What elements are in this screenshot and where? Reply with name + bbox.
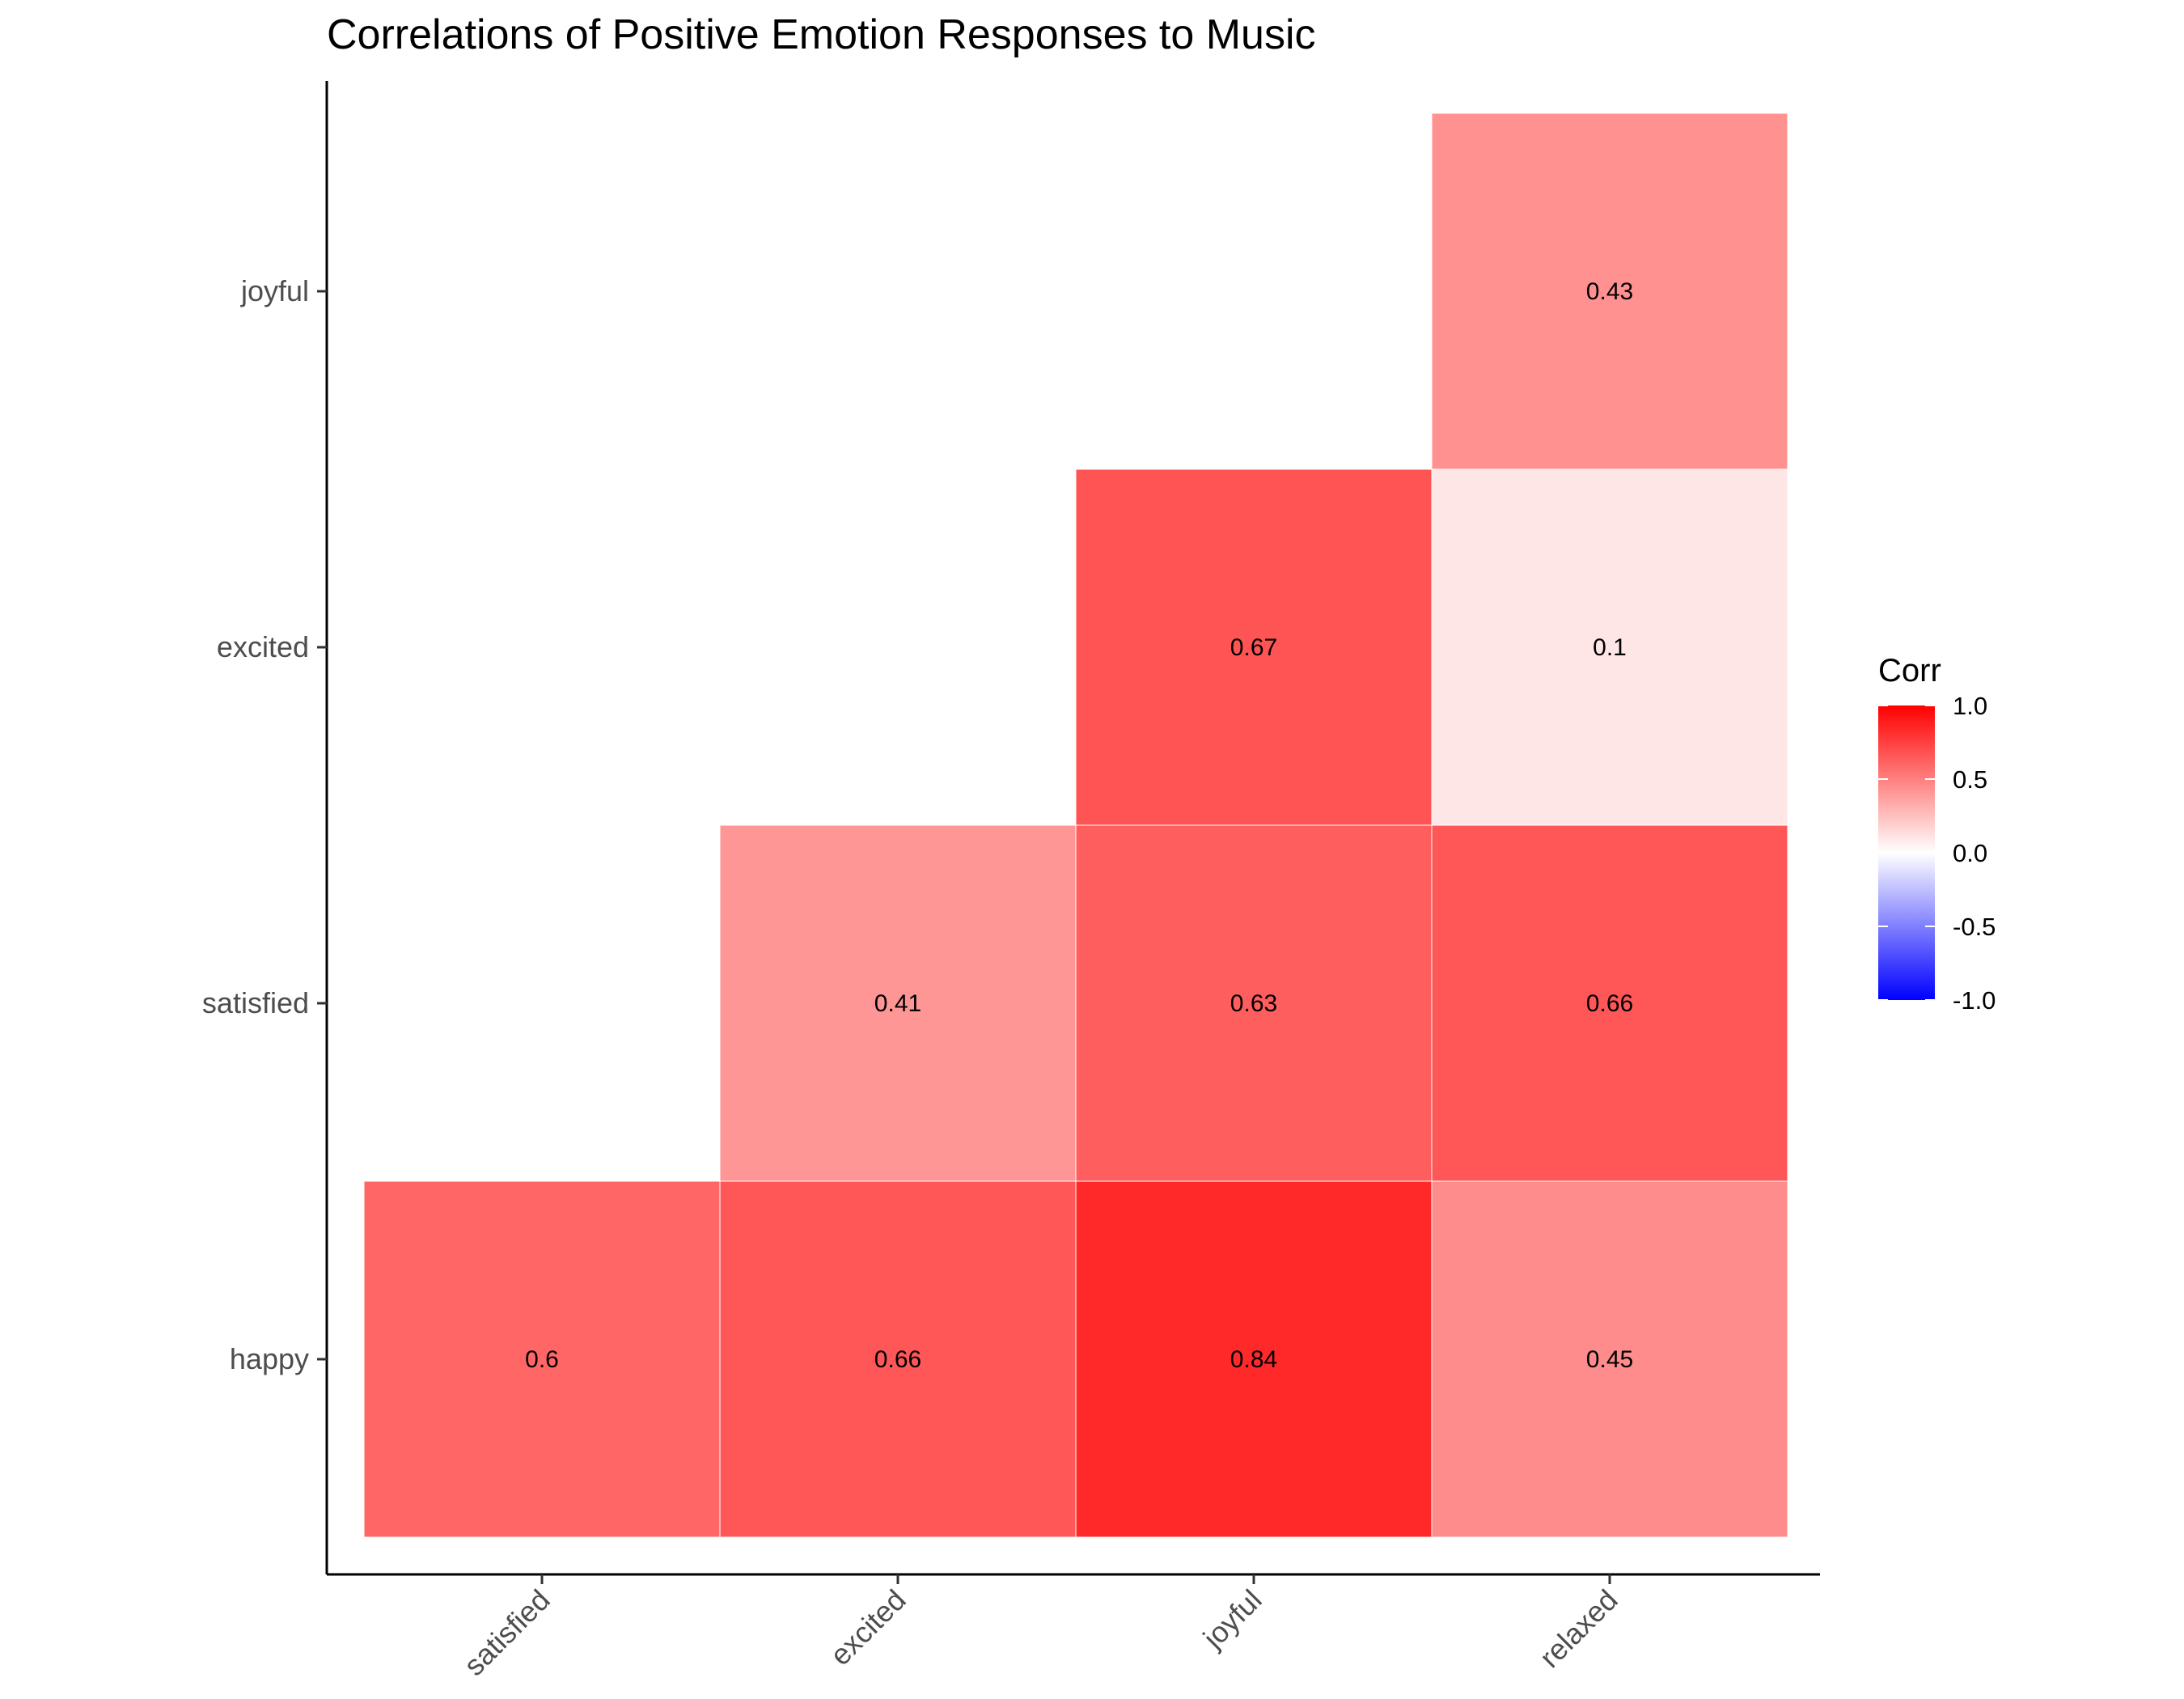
chart-title: Correlations of Positive Emotion Respons… — [327, 11, 1316, 58]
x-tick-label: satisfied — [457, 1583, 556, 1682]
cell-value-label: 0.45 — [1586, 1346, 1633, 1373]
cell-value-label: 0.41 — [874, 990, 921, 1017]
legend-tick-label: 0.0 — [1953, 839, 1987, 867]
x-tick-label: excited — [823, 1583, 912, 1672]
cell-value-label: 0.67 — [1230, 634, 1277, 661]
cell-value-label: 0.43 — [1586, 278, 1633, 305]
cell-value-label: 0.1 — [1593, 634, 1627, 661]
heatmap-cell-satisfied-joyful — [1075, 824, 1433, 1182]
cell-value-label: 0.66 — [874, 1346, 921, 1373]
heatmap-cell-happy-satisfied — [363, 1180, 721, 1538]
heatmap-cell-satisfied-excited — [719, 824, 1077, 1182]
y-tick-label: joyful — [240, 274, 309, 307]
legend: Corr 1.0 0.5 0.0 -0.5 -1.0 — [1878, 653, 1996, 1015]
heatmap-cell-satisfied-relaxed — [1431, 824, 1788, 1182]
y-tick-label: excited — [217, 630, 309, 663]
heatmap-cell-joyful-relaxed — [1431, 112, 1788, 470]
x-tick-label: relaxed — [1533, 1583, 1623, 1674]
legend-tick-label: -1.0 — [1953, 986, 1996, 1015]
heatmap-cell-happy-relaxed — [1431, 1180, 1788, 1538]
legend-tick-label: 0.5 — [1953, 765, 1987, 794]
heatmap-cell-excited-relaxed — [1431, 468, 1788, 826]
y-tick-label: happy — [230, 1342, 309, 1375]
cell-value-label: 0.6 — [525, 1346, 559, 1373]
cell-value-label: 0.66 — [1586, 990, 1633, 1017]
cell-value-label: 0.63 — [1230, 990, 1277, 1017]
heatmap-cell-happy-excited — [719, 1180, 1077, 1538]
legend-tick-label: 1.0 — [1953, 692, 1987, 720]
cell-value-label: 0.84 — [1230, 1346, 1277, 1373]
x-tick-label: joyful — [1196, 1583, 1268, 1655]
heatmap-cell-excited-joyful — [1075, 468, 1433, 826]
y-tick-label: satisfied — [202, 986, 309, 1019]
legend-tick-label: -0.5 — [1953, 913, 1996, 941]
legend-title: Corr — [1878, 653, 1941, 688]
heatmap-cells: 0.6 0.66 0.84 0.45 0.41 0.63 0.66 0.67 0.1 0.43 — [363, 112, 1788, 1538]
